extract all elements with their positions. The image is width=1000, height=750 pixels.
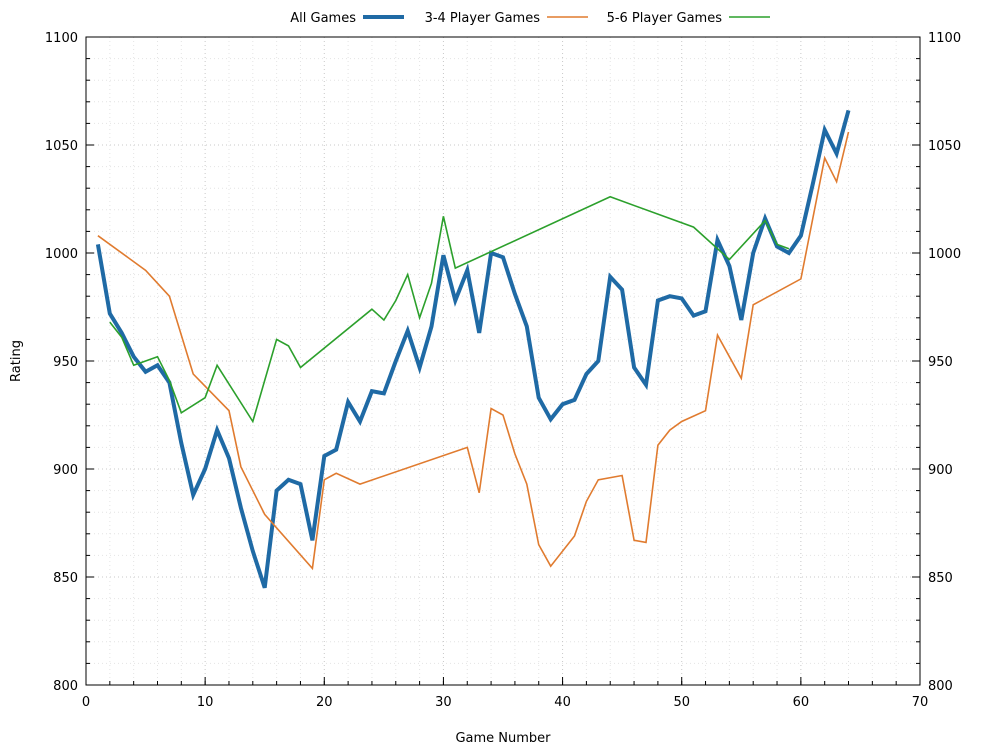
y-tick-label: 800 bbox=[53, 679, 78, 694]
x-tick-label: 20 bbox=[316, 695, 333, 710]
x-tick-label: 40 bbox=[554, 695, 571, 710]
y-tick-label: 900 bbox=[53, 463, 78, 478]
legend: All Games 3-4 Player Games 5-6 Player Game… bbox=[290, 11, 770, 26]
y-tick-label-right: 1100 bbox=[928, 31, 961, 46]
y-tick-label-right: 1050 bbox=[928, 139, 961, 154]
legend-label-3: 5-6 Player Games bbox=[607, 11, 723, 26]
y-tick-label-right: 900 bbox=[928, 463, 953, 478]
x-tick-label: 0 bbox=[82, 695, 90, 710]
series-line-1 bbox=[95, 109, 851, 589]
x-tick-label: 50 bbox=[673, 695, 690, 710]
y-axis-label: Rating bbox=[9, 340, 24, 382]
y-tick-label-right: 850 bbox=[928, 571, 953, 586]
x-tick-label: 30 bbox=[435, 695, 452, 710]
x-tick-label: 70 bbox=[912, 695, 929, 710]
y-tick-label-right: 950 bbox=[928, 355, 953, 370]
x-tick-label: 10 bbox=[197, 695, 214, 710]
y-tick-label: 1100 bbox=[45, 31, 78, 46]
series-line-2 bbox=[97, 131, 850, 571]
x-axis-label: Game Number bbox=[455, 731, 551, 746]
x-tick-label: 60 bbox=[793, 695, 810, 710]
y-tick-label: 850 bbox=[53, 571, 78, 586]
legend-label-1: All Games bbox=[290, 11, 356, 26]
series-group bbox=[95, 109, 851, 589]
y-tick-label-right: 800 bbox=[928, 679, 953, 694]
y-tick-label: 1050 bbox=[45, 139, 78, 154]
y-tick-label: 950 bbox=[53, 355, 78, 370]
y-tick-label-right: 1000 bbox=[928, 247, 961, 262]
grid bbox=[86, 37, 920, 685]
series-line-3 bbox=[109, 195, 790, 424]
y-tick-label: 1000 bbox=[45, 247, 78, 262]
legend-label-2: 3-4 Player Games bbox=[425, 11, 541, 26]
plot-frame bbox=[85, 36, 921, 686]
